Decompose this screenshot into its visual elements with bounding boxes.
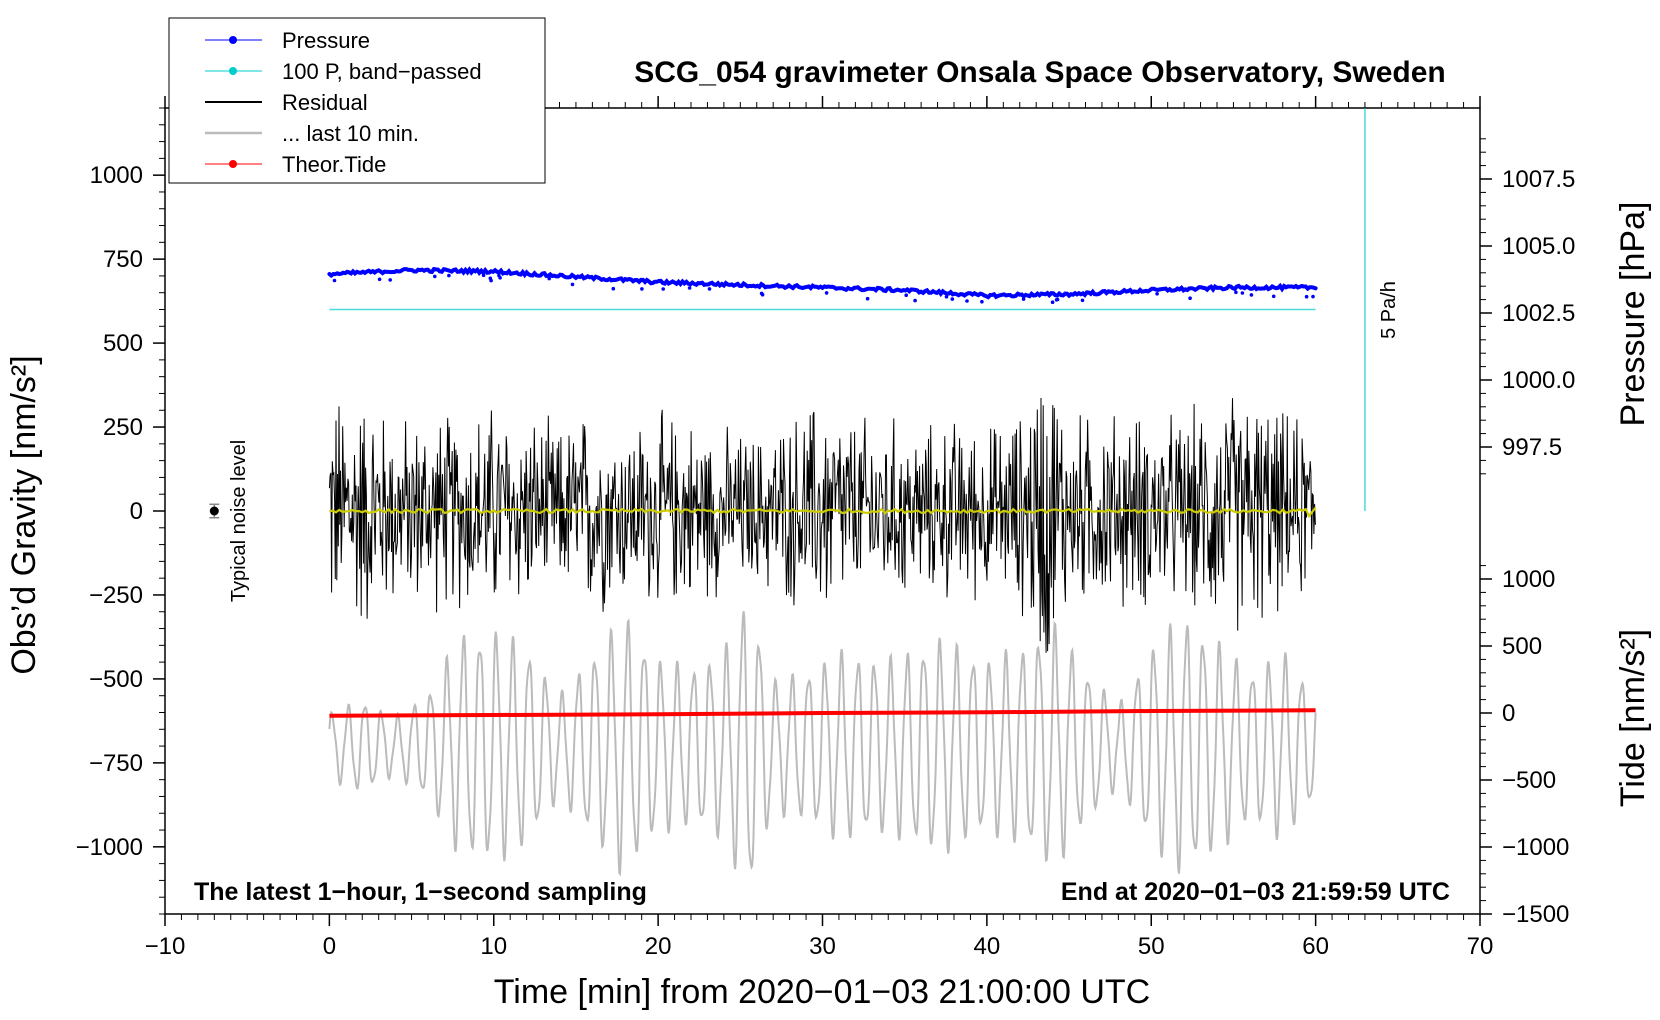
- filtered-residual-line: [329, 506, 1317, 519]
- legend-marker: [229, 67, 237, 75]
- pressure-tick-label: 997.5: [1502, 434, 1562, 461]
- pressure-point: [332, 278, 337, 283]
- y-tick-label: −500: [89, 666, 143, 693]
- y-tick-label: 1000: [90, 162, 143, 189]
- tide-tick-label: −500: [1502, 767, 1556, 794]
- y-tick-label: −250: [89, 582, 143, 609]
- pressure-point: [377, 277, 382, 282]
- legend-box: [168, 17, 546, 184]
- legend-marker: [229, 36, 237, 44]
- pressure-point: [824, 291, 829, 295]
- pressure-point: [547, 276, 551, 281]
- y-axis-label-left: Obs’d Gravity [nm/s²]: [5, 355, 43, 674]
- y-tick-label: 500: [103, 330, 143, 357]
- residual-line: [328, 397, 1316, 653]
- y-tick-label: 250: [103, 414, 143, 441]
- pressure-tick-label: 1007.5: [1502, 166, 1575, 193]
- pressure-point: [1304, 294, 1309, 299]
- annotation-sampling: The latest 1−hour, 1−second sampling: [194, 878, 647, 906]
- x-tick-label: 10: [480, 933, 507, 960]
- pressure-tick-label: 1005.0: [1502, 233, 1575, 260]
- pressure-point: [640, 287, 644, 291]
- y-tick-label: −1000: [76, 834, 143, 861]
- tide-tick-label: 0: [1502, 700, 1515, 727]
- y-tick-label: 0: [130, 498, 143, 525]
- tide-tick-label: 500: [1502, 633, 1542, 660]
- pressure-point: [1155, 292, 1159, 296]
- pressure-point: [1234, 290, 1238, 295]
- last-10-min-line: [328, 611, 1317, 877]
- legend-marker: [229, 160, 237, 168]
- axis-ticks: −10 0 10 20 30 40 50 60 70 1000 750 500 250 0 −250 −500…: [76, 96, 1575, 960]
- pressure-point: [1055, 297, 1060, 302]
- pressure-point: [944, 294, 949, 299]
- rate-marker-label: 5 Pa/h: [1378, 281, 1400, 339]
- pressure-point: [1240, 291, 1245, 295]
- pressure-point: [433, 274, 437, 279]
- pressure-point: [661, 287, 665, 291]
- pressure-point: [687, 286, 692, 290]
- pressure-point: [760, 292, 765, 297]
- theoretical-tide-line: [329, 708, 1316, 718]
- pressure-point: [950, 297, 955, 301]
- pressure-point: [1188, 296, 1192, 301]
- pressure-point: [489, 278, 493, 283]
- noise-marker-point: [209, 506, 219, 516]
- legend-label: ... last 10 min.: [282, 121, 419, 146]
- pressure-point: [865, 296, 870, 301]
- pressure-point: [1021, 297, 1026, 301]
- legend-label: Pressure: [282, 28, 370, 53]
- pressure-point: [481, 273, 486, 278]
- x-axis-label: Time [min] from 2020−01−03 21:00:00 UTC: [494, 973, 1150, 1011]
- pressure-point: [1080, 298, 1085, 303]
- pressure-point: [980, 299, 984, 304]
- pressure-point: [388, 278, 393, 282]
- tide-tick-label: −1500: [1502, 901, 1569, 928]
- pressure-point: [447, 273, 451, 278]
- legend-label: Residual: [282, 90, 368, 115]
- pressure-tick-label: 1002.5: [1502, 300, 1575, 327]
- pressure-point: [1271, 294, 1276, 299]
- pressure-point: [913, 298, 917, 303]
- legend: Pressure 100 P, band−passed Residual ... la…: [168, 17, 546, 184]
- tide-tick-label: −1000: [1502, 834, 1569, 861]
- chart-title: SCG_054 gravimeter Onsala Space Observat…: [634, 56, 1446, 89]
- pressure-point: [965, 299, 969, 303]
- x-tick-label: 70: [1467, 933, 1494, 960]
- pressure-point: [611, 286, 616, 291]
- pressure-point: [497, 273, 501, 278]
- x-tick-label: 20: [645, 933, 672, 960]
- pressure-tick-label: 1000.0: [1502, 367, 1575, 394]
- legend-label: Theor.Tide: [282, 152, 386, 177]
- tide-tick-label: 1000: [1502, 566, 1555, 593]
- annotation-end-time: End at 2020−01−03 21:59:59 UTC: [1061, 878, 1450, 906]
- noise-level-label: Typical noise level: [228, 440, 250, 602]
- legend-label: 100 P, band−passed: [282, 59, 482, 84]
- pressure-point: [904, 293, 908, 298]
- pressure-point: [707, 287, 712, 291]
- x-tick-label: −10: [145, 933, 186, 960]
- y-axis-label-pressure: Pressure [hPa]: [1614, 202, 1652, 427]
- x-tick-label: 40: [974, 933, 1001, 960]
- pressure-point: [1311, 294, 1315, 299]
- pressure-line: [327, 266, 1318, 300]
- x-tick-label: 0: [323, 933, 336, 960]
- series-layer: [209, 108, 1366, 877]
- pressure-point: [1249, 293, 1254, 297]
- y-tick-label: −750: [89, 750, 143, 777]
- x-tick-label: 60: [1302, 933, 1329, 960]
- pressure-point: [570, 282, 575, 287]
- x-tick-label: 30: [809, 933, 836, 960]
- pressure-point: [1050, 300, 1055, 305]
- x-tick-label: 50: [1138, 933, 1165, 960]
- y-tick-label: 750: [103, 246, 143, 273]
- y-axis-label-tide: Tide [nm/s²]: [1614, 629, 1652, 807]
